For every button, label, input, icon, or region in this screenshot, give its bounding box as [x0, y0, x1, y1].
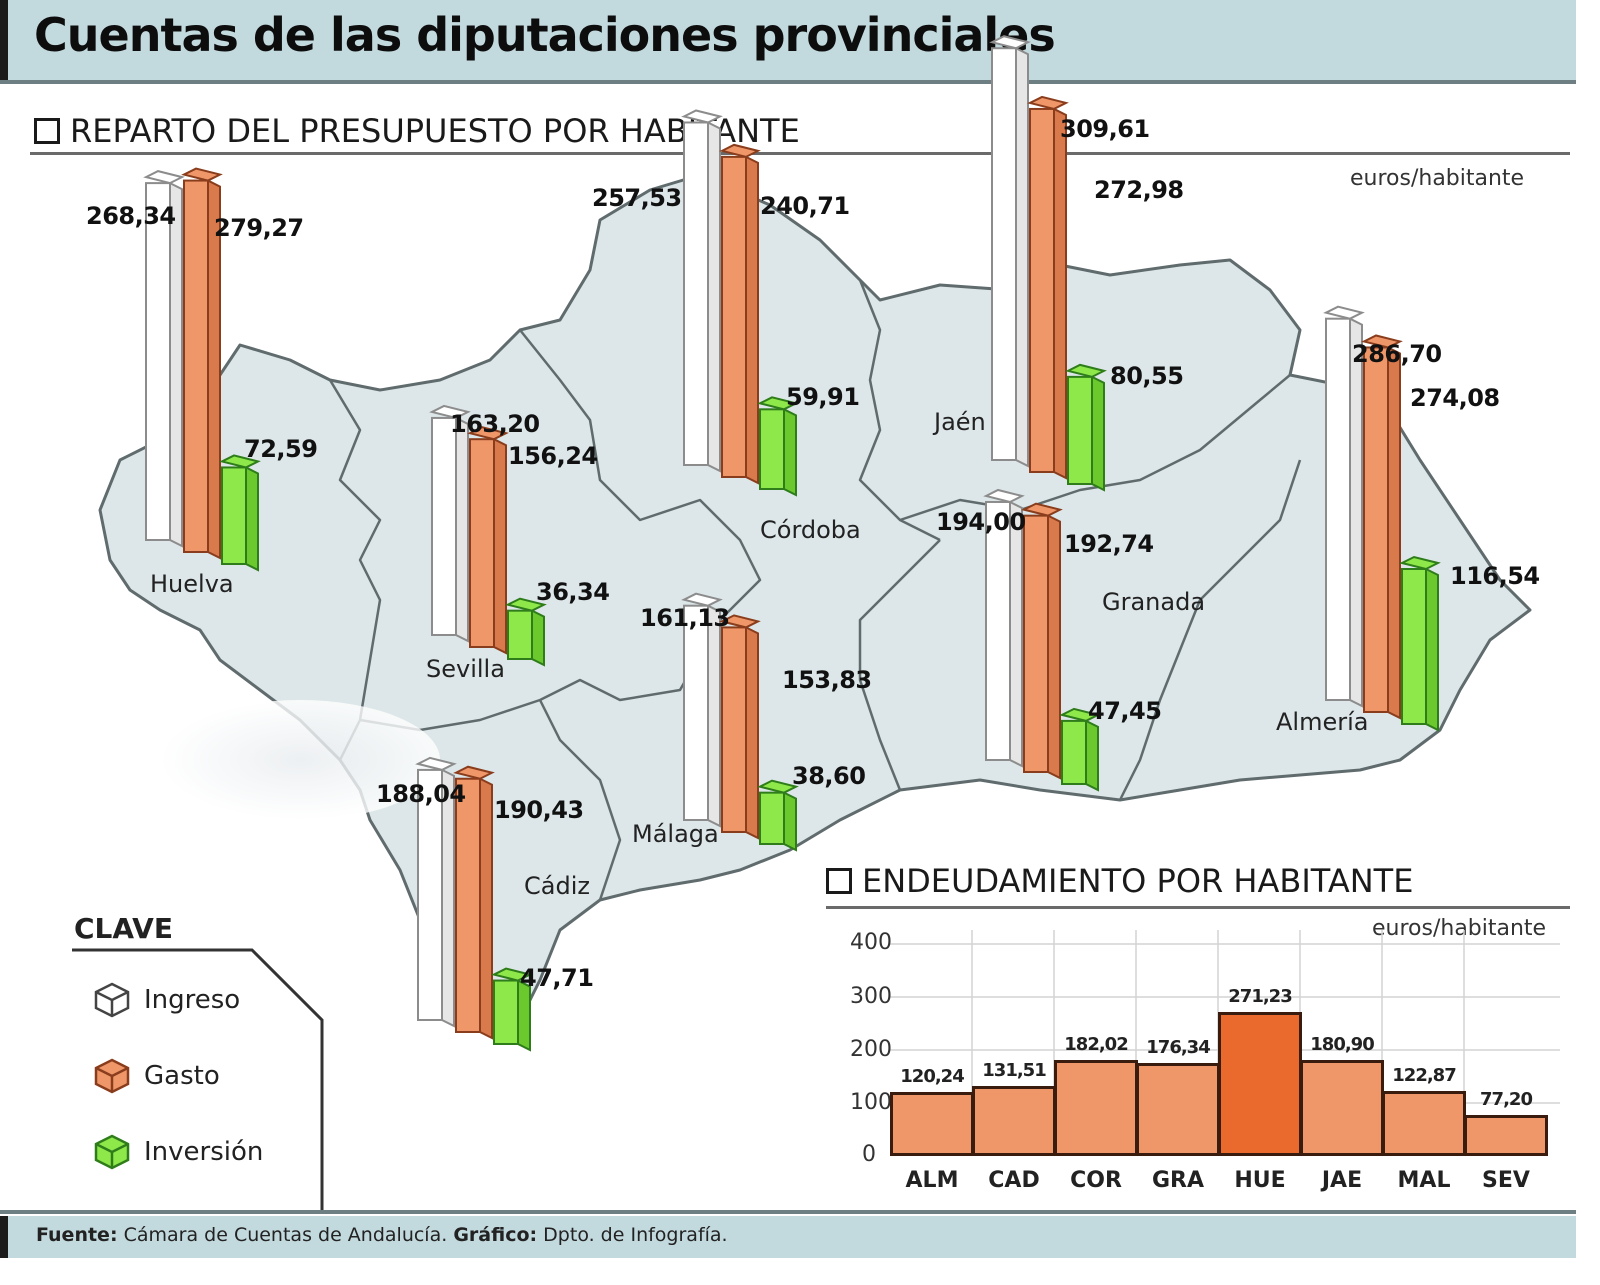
cadiz-inversion-value: 47,71 [520, 964, 594, 992]
cadiz-label: Cádiz [524, 872, 590, 900]
legend-item-gasto: Gasto [92, 1056, 220, 1096]
almeria-gasto-value: 274,08 [1410, 384, 1500, 412]
debt-bar-cad [972, 1086, 1056, 1156]
malaga-ingreso-value: 161,13 [640, 604, 730, 632]
y-tick-0: 0 [862, 1142, 876, 1167]
debt-chart: 400 300 200 100 0 120,24 ALM 131,51 CAD 182,… [840, 930, 1560, 1200]
cadiz-gasto-value: 190,43 [494, 796, 584, 824]
huelva-ingreso-value: 268,34 [86, 202, 176, 230]
y-tick-100: 100 [850, 1090, 892, 1115]
debt-category-cad: CAD [988, 1168, 1040, 1193]
cadiz-ingreso-value: 188,04 [376, 780, 466, 808]
debt-bar-mal [1382, 1090, 1466, 1156]
debt-category-mal: MAL [1397, 1168, 1451, 1193]
debt-unit-label: euros/habitante [1372, 916, 1547, 941]
debt-section-heading: ENDEUDAMIENTO POR HABITANTE [826, 862, 1413, 900]
budget-unit-label: euros/habitante [1350, 166, 1525, 191]
granada-ingreso-value: 194,00 [936, 508, 1026, 536]
debt-category-gra: GRA [1151, 1168, 1205, 1193]
debt-value-cor: 182,02 [1064, 1033, 1128, 1055]
graphic-label: Gráfico: [453, 1224, 538, 1246]
debt-bar-jae [1300, 1060, 1384, 1156]
granada-label: Granada [1102, 588, 1206, 616]
legend-label-ingreso: Ingreso [144, 985, 241, 1015]
legend-label-inversion: Inversión [144, 1137, 264, 1167]
debt-value-alm: 120,24 [900, 1066, 964, 1088]
debt-bar-alm [890, 1092, 974, 1156]
malaga-inversion-value: 38,60 [792, 762, 866, 790]
jaen-inversion-value: 80,55 [1110, 362, 1184, 390]
debt-bar-cor [1054, 1059, 1138, 1156]
huelva-gasto-value: 279,27 [214, 214, 304, 242]
legend-title: CLAVE [74, 912, 173, 945]
square-bullet-icon [826, 868, 852, 894]
malaga-label: Málaga [632, 820, 719, 848]
green-cube-icon [94, 1134, 130, 1170]
debt-section-title: ENDEUDAMIENTO POR HABITANTE [862, 862, 1414, 900]
debt-value-mal: 122,87 [1392, 1064, 1456, 1086]
debt-bar-gra [1136, 1062, 1220, 1156]
footer-banner: Fuente: Cámara de Cuentas de Andalucía. … [0, 1216, 1576, 1258]
cordoba-ingreso-value: 257,53 [592, 184, 682, 212]
title-banner: Cuentas de las diputaciones provinciales [0, 0, 1576, 80]
debt-bar-sev [1464, 1115, 1548, 1156]
huelva-label: Huelva [150, 570, 234, 598]
orange-cube-icon [94, 1058, 130, 1094]
jaen-ingreso-value: 309,61 [1060, 115, 1150, 143]
y-tick-300: 300 [850, 984, 892, 1009]
y-tick-200: 200 [850, 1037, 892, 1062]
legend-item-inversion: Inversión [92, 1132, 263, 1172]
almeria-label: Almería [1276, 708, 1369, 736]
source-text: Cámara de Cuentas de Andalucía. [123, 1224, 448, 1246]
title-underline [0, 80, 1576, 84]
sevilla-inversion-value: 36,34 [536, 578, 610, 606]
legend-item-ingreso: Ingreso [92, 980, 240, 1020]
sevilla-gasto-value: 156,24 [508, 442, 598, 470]
budget-section-heading: REPARTO DEL PRESUPUESTO POR HABITANTE [34, 112, 800, 150]
page-title: Cuentas de las diputaciones provinciales [34, 8, 1056, 62]
white-cube-icon [94, 982, 130, 1018]
debt-value-sev: 77,20 [1480, 1089, 1533, 1111]
source-label: Fuente: [36, 1224, 118, 1246]
legend-frame [72, 948, 324, 1210]
huelva-inversion-value: 72,59 [244, 435, 318, 463]
almeria-ingreso-value: 286,70 [1352, 340, 1442, 368]
sevilla-label: Sevilla [426, 655, 505, 683]
debt-value-jae: 180,90 [1310, 1034, 1374, 1056]
footer-rule [0, 1210, 1576, 1214]
footer-credits: Fuente: Cámara de Cuentas de Andalucía. … [36, 1224, 728, 1246]
debt-value-cad: 131,51 [982, 1060, 1046, 1082]
cordoba-label: Córdoba [760, 516, 861, 544]
legend-label-gasto: Gasto [144, 1061, 220, 1091]
debt-category-hue: HUE [1234, 1168, 1286, 1193]
y-tick-400: 400 [850, 930, 892, 955]
debt-section-rule [826, 906, 1570, 909]
debt-category-jae: JAE [1321, 1168, 1363, 1193]
almeria-inversion-value: 116,54 [1450, 562, 1540, 590]
malaga-gasto-value: 153,83 [782, 666, 872, 694]
cordoba-inversion-value: 59,91 [786, 383, 860, 411]
debt-value-gra: 176,34 [1146, 1036, 1210, 1058]
granada-inversion-value: 47,45 [1088, 697, 1162, 725]
sevilla-ingreso-value: 163,20 [450, 410, 540, 438]
square-bullet-icon [34, 118, 60, 144]
debt-category-alm: ALM [905, 1168, 959, 1193]
granada-gasto-value: 192,74 [1064, 530, 1154, 558]
jaen-gasto-value: 272,98 [1094, 176, 1184, 204]
debt-category-cor: COR [1070, 1168, 1122, 1193]
graphic-text: Dpto. de Infografía. [543, 1224, 728, 1246]
budget-section-rule [30, 152, 1570, 155]
budget-section-title: REPARTO DEL PRESUPUESTO POR HABITANTE [70, 112, 800, 150]
debt-category-sev: SEV [1482, 1168, 1530, 1193]
debt-bar-hue [1218, 1012, 1302, 1156]
cordoba-gasto-value: 240,71 [760, 192, 850, 220]
jaen-label: Jaén [934, 408, 986, 436]
debt-value-hue: 271,23 [1228, 986, 1292, 1008]
